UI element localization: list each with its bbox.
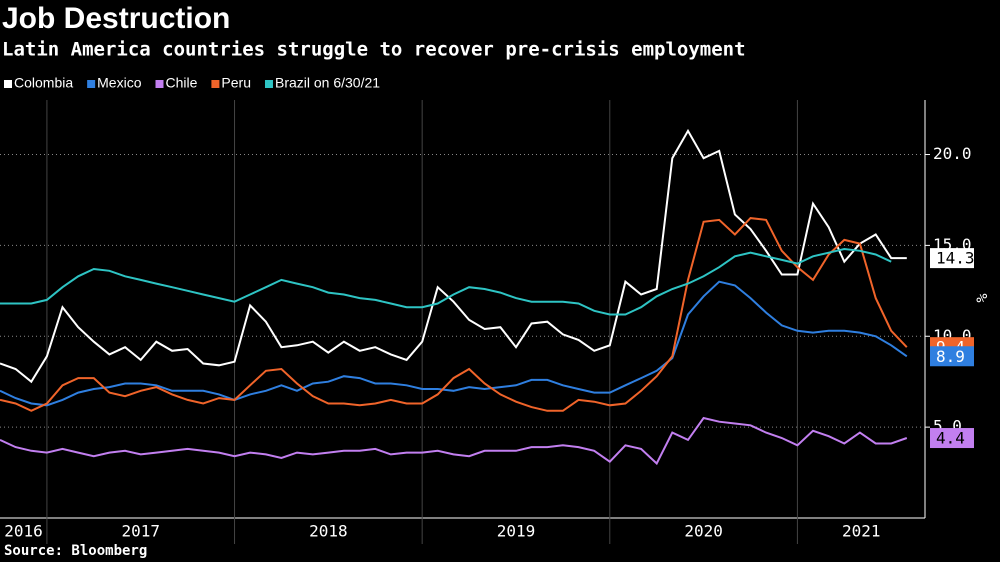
value-label: 14.3 [936,249,975,268]
series-line [0,280,908,407]
value-label: 4.4 [936,429,965,448]
legend-label: Chile [166,75,198,91]
legend-swatch [211,80,220,88]
value-label-box [930,428,974,449]
y-axis-label: % [973,293,991,302]
legend-swatch [87,80,96,88]
chart-title: Job Destruction [2,2,230,35]
legend-label: Colombia [14,75,73,91]
x-tick-label: 2019 [497,522,536,541]
value-label: 8.9 [936,347,965,366]
y-tick-label: 20.0 [933,144,972,163]
series-line [0,128,907,384]
legend-label: Peru [221,75,251,91]
x-tick-label: 2017 [121,522,160,541]
series-line [0,247,892,316]
x-tick-label: 2021 [842,522,881,541]
series-line [0,416,908,466]
x-tick-label: 2020 [684,522,723,541]
series-line [0,217,908,412]
legend-label: Brazil on 6/30/21 [275,75,380,91]
legend-label: Mexico [97,75,142,91]
x-tick-label: 2016 [4,522,43,541]
source: Source: Bloomberg [4,543,147,559]
x-tick-label: 2018 [309,522,348,541]
chart-subtitle: Latin America countries struggle to reco… [2,39,746,61]
legend-swatch [264,80,273,88]
legend-swatch [4,80,12,88]
legend-swatch [155,80,164,88]
value-label-box [930,346,974,367]
value-label-box [930,248,974,269]
